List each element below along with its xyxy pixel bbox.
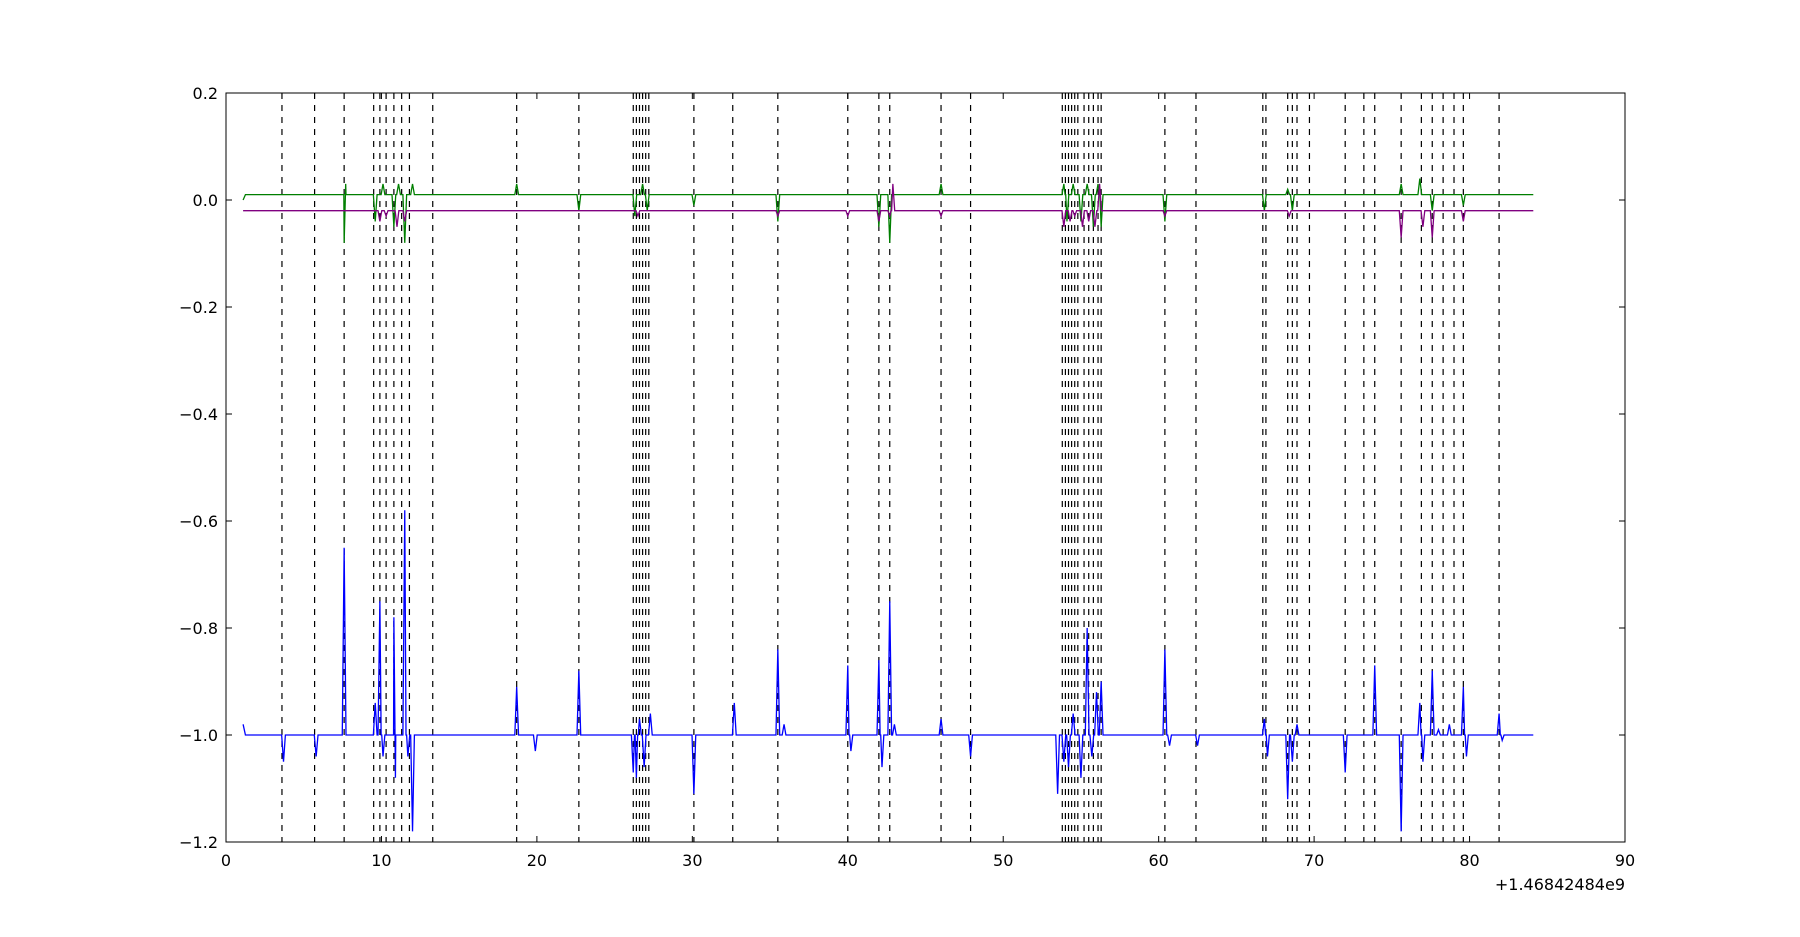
- series-line-1: [242, 510, 1534, 832]
- x-axis: 0 10 20 30 40 50 60 70 80 90: [221, 93, 1635, 870]
- y-tick-label: 0.2: [193, 84, 218, 103]
- y-tick-label: −0.4: [179, 405, 218, 424]
- x-tick-label: 60: [1148, 851, 1168, 870]
- x-axis-offset-label: +1.46842484e9: [1495, 875, 1625, 894]
- series-line-3: [243, 183, 1534, 238]
- x-tick-label: 40: [838, 851, 858, 870]
- x-tick-label: 30: [682, 851, 702, 870]
- x-tick-label: 0: [221, 851, 231, 870]
- x-tick-label: 80: [1459, 851, 1479, 870]
- x-tick-label: 50: [993, 851, 1013, 870]
- y-tick-label: −0.2: [179, 298, 218, 317]
- x-tick-label: 10: [371, 851, 391, 870]
- x-tick-label: 90: [1615, 851, 1635, 870]
- y-tick-label: 0.0: [193, 191, 218, 210]
- series-line-2: [242, 178, 1534, 243]
- y-tick-label: −0.6: [179, 512, 218, 531]
- y-tick-label: −0.8: [179, 619, 218, 638]
- y-axis: 0.2 0.0 −0.2 −0.4 −0.6 −0.8 −1.0 −1.2: [179, 84, 1625, 852]
- x-tick-label: 20: [527, 851, 547, 870]
- y-tick-label: −1.0: [179, 726, 218, 745]
- plot-frame: [225, 92, 1626, 843]
- x-tick-label: 70: [1304, 851, 1324, 870]
- y-tick-label: −1.2: [179, 833, 218, 852]
- series-group: [242, 178, 1534, 832]
